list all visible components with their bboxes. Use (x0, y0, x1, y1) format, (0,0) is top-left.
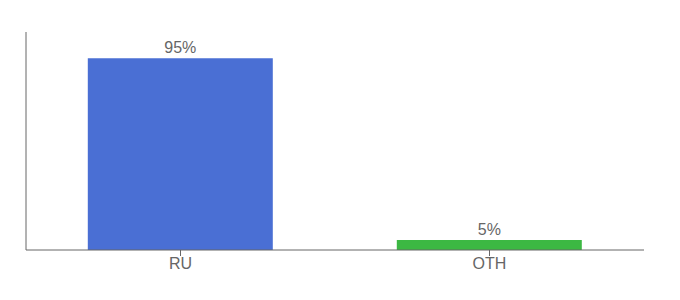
svg-text:RU: RU (169, 255, 192, 272)
svg-text:5%: 5% (478, 221, 501, 238)
svg-text:95%: 95% (164, 39, 196, 56)
svg-text:OTH: OTH (473, 255, 507, 272)
